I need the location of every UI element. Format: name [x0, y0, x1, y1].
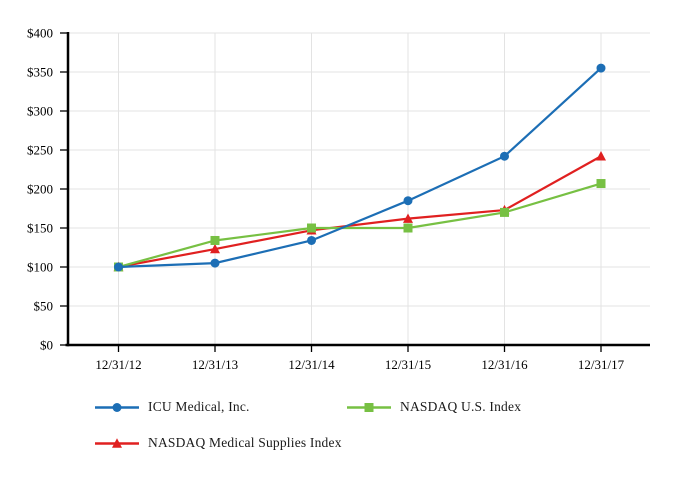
data-point-marker [114, 262, 123, 272]
y-tick-label: $350 [27, 65, 53, 80]
data-point-marker [596, 63, 606, 73]
data-point-marker [596, 179, 606, 189]
y-tick-label: $250 [27, 143, 53, 158]
series-line [118, 67, 602, 269]
series-icu-medical-inc [114, 63, 606, 272]
data-point-marker [403, 223, 413, 233]
data-point-marker [210, 235, 220, 245]
legend-circle-marker-icon [95, 402, 139, 412]
y-tick-label: $200 [27, 182, 53, 197]
data-point-marker [500, 151, 509, 161]
chart-plot-area: $0 $50 $100 $150 $200 $250 $300 $350 $400 12/31/1… [27, 26, 650, 372]
data-point-marker [307, 235, 316, 245]
legend-item-nasdaq-medical-supplies-index: NASDAQ Medical Supplies Index [95, 435, 347, 451]
y-tick-label: $150 [27, 221, 53, 236]
legend-marker [112, 402, 122, 412]
y-tick-label: $100 [27, 260, 53, 275]
data-point-marker [403, 196, 413, 206]
x-tick-label: 12/31/13 [192, 357, 238, 372]
legend-label: NASDAQ Medical Supplies Index [148, 435, 342, 450]
legend-item-nasdaq-u-s-index: NASDAQ U.S. Index [347, 399, 521, 415]
data-point-marker [596, 151, 606, 161]
series-line [118, 155, 602, 269]
legend-marker [364, 402, 374, 412]
legend-marker [112, 437, 122, 448]
x-tick-label: 12/31/17 [578, 357, 625, 372]
y-tick-label: $50 [34, 299, 54, 314]
y-tick-label: $400 [27, 26, 53, 41]
data-point-marker [403, 213, 413, 223]
legend-square-marker-icon [347, 402, 391, 412]
data-point-marker [500, 207, 509, 217]
data-point-marker [210, 243, 220, 254]
x-tick-label: 12/31/15 [385, 357, 431, 372]
chart-legend: ICU Medical, Inc. NASDAQ U.S. Index NASDAQ… [95, 399, 521, 451]
x-tick-label: 12/31/14 [288, 357, 335, 372]
series-nasdaq-medical-supplies-index [113, 151, 606, 272]
series-line [118, 182, 602, 269]
legend-triangle-marker-icon [95, 437, 139, 448]
legend-item-icu-medical-inc: ICU Medical, Inc. [95, 399, 347, 415]
data-point-marker [307, 223, 316, 233]
legend-label: ICU Medical, Inc. [148, 399, 250, 414]
data-point-marker [210, 258, 220, 268]
x-tick-label: 12/31/16 [481, 357, 528, 372]
legend-label: NASDAQ U.S. Index [400, 399, 522, 414]
x-tick-label: 12/31/12 [95, 357, 141, 372]
y-tick-label: $0 [40, 338, 53, 353]
y-tick-label: $300 [27, 104, 53, 119]
